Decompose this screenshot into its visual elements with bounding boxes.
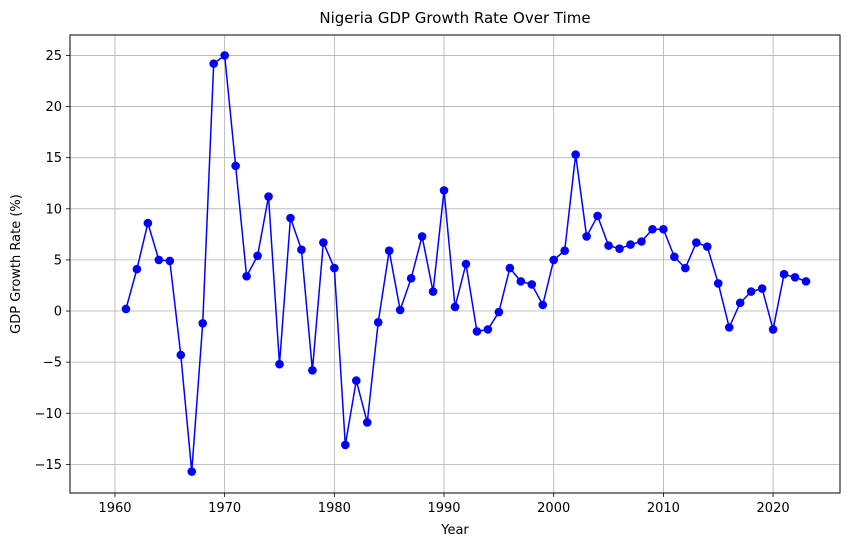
- data-point: [713, 279, 723, 288]
- data-point: [516, 277, 526, 286]
- y-axis-title: GDP Growth Rate (%): [9, 194, 24, 334]
- data-point: [253, 251, 262, 261]
- y-tick-label: −15: [35, 458, 62, 473]
- data-point: [582, 232, 591, 241]
- data-point: [735, 298, 745, 308]
- chart-title: Nigeria GDP Growth Rate Over Time: [319, 9, 590, 27]
- data-point: [757, 284, 767, 293]
- grid: [70, 35, 840, 493]
- data-point: [220, 51, 229, 60]
- plot-frame: [69, 34, 841, 494]
- data-point: [648, 224, 657, 234]
- data-point: [681, 263, 690, 273]
- x-tick-label: 1970: [208, 501, 241, 516]
- tick-marks: [66, 55, 774, 497]
- data-point: [198, 318, 208, 328]
- x-tick-label: 2010: [647, 501, 680, 516]
- data-point: [384, 246, 394, 256]
- x-tick-label: 1980: [318, 501, 351, 516]
- x-axis-title: Year: [440, 523, 469, 538]
- data-point: [571, 150, 580, 159]
- y-tick-label: 15: [45, 151, 62, 166]
- data-point: [549, 255, 559, 265]
- data-point: [450, 302, 460, 312]
- data-point: [417, 232, 427, 241]
- y-tick-label: 25: [45, 49, 62, 64]
- data-point: [461, 259, 471, 269]
- data-point: [143, 218, 153, 228]
- data-point: [626, 240, 635, 249]
- y-tick-label: 0: [54, 305, 62, 320]
- data-point: [330, 263, 339, 273]
- data-point: [395, 305, 405, 315]
- x-tick-label: 2000: [537, 501, 570, 516]
- data-point: [593, 211, 602, 221]
- data-point: [351, 376, 361, 385]
- y-tick-label: −10: [35, 407, 62, 422]
- data-point: [615, 244, 624, 253]
- data-point: [801, 277, 811, 286]
- data-point: [264, 192, 273, 201]
- data-point: [505, 263, 515, 273]
- data-point: [242, 271, 251, 281]
- data-point: [768, 325, 778, 334]
- y-tick-label: −5: [43, 356, 62, 371]
- data-point: [702, 242, 712, 251]
- data-point: [483, 325, 493, 334]
- data-point: [121, 304, 131, 314]
- tick-labels: 1960 1970 1980 1990 2000 2010 2020 −15 −10 −5 0 5 10…: [35, 49, 790, 516]
- data-point: [209, 59, 218, 68]
- data-point: [527, 280, 537, 289]
- y-tick-label: 10: [45, 202, 62, 217]
- data-point: [637, 237, 646, 246]
- y-tick-label: 20: [45, 100, 62, 115]
- data-point: [231, 161, 240, 171]
- y-tick-label: 5: [54, 253, 62, 268]
- data-point: [275, 359, 284, 369]
- data-point: [790, 272, 800, 282]
- data-point: [428, 287, 438, 296]
- x-tick-label: 1990: [427, 501, 460, 516]
- data-point: [362, 418, 372, 427]
- data-point: [779, 269, 789, 279]
- data-point: [538, 300, 548, 310]
- data-point: [165, 256, 175, 266]
- data-point: [341, 440, 350, 450]
- data-point: [472, 327, 482, 336]
- data-point: [692, 238, 701, 247]
- data-point: [659, 224, 668, 234]
- x-tick-label: 2020: [757, 501, 790, 516]
- x-tick-label: 1960: [98, 501, 131, 516]
- data-point: [373, 317, 383, 327]
- data-point: [308, 366, 317, 375]
- data-point: [297, 245, 306, 254]
- data-point: [439, 186, 449, 195]
- data-point: [670, 252, 679, 262]
- data-point: [286, 213, 295, 223]
- data-point: [494, 307, 504, 317]
- data-point: [176, 350, 186, 360]
- data-point: [560, 246, 569, 256]
- data-point: [187, 467, 197, 476]
- data-point: [319, 238, 328, 247]
- data-point: [154, 255, 164, 265]
- data-point: [746, 287, 756, 296]
- data-point: [724, 323, 734, 332]
- series-gdp-growth: [121, 51, 811, 476]
- data-point: [132, 264, 142, 274]
- data-point: [604, 241, 613, 250]
- data-point: [406, 274, 416, 283]
